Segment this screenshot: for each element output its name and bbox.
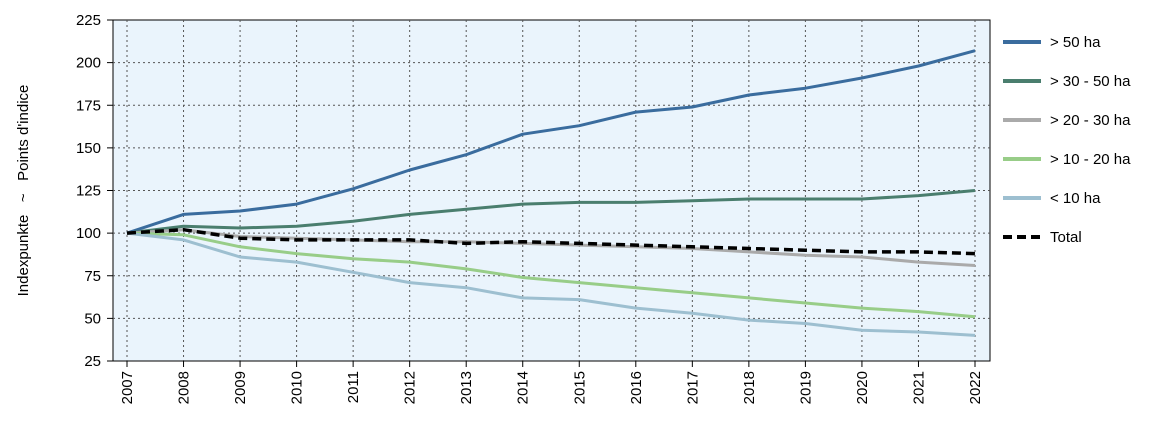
x-tick-label: 2018 bbox=[741, 371, 758, 404]
series-line bbox=[126, 231, 976, 319]
x-tick-label: 2014 bbox=[515, 371, 532, 404]
x-tick-label: 2015 bbox=[571, 371, 588, 404]
axes: 25 50 75 100 125 150 175 200 225 2007 2008 2009 2010… bbox=[76, 12, 984, 404]
grid-lines bbox=[113, 20, 990, 361]
series-line bbox=[126, 49, 976, 235]
x-tick-label: 2019 bbox=[797, 371, 814, 404]
y-tick-label: 200 bbox=[76, 55, 101, 72]
x-tick-label: 2022 bbox=[967, 371, 984, 404]
legend-label: > 50 ha bbox=[1050, 34, 1101, 51]
series-line bbox=[126, 231, 976, 337]
x-tick-label: 2007 bbox=[119, 371, 136, 404]
x-tick-label: 2021 bbox=[910, 371, 927, 404]
x-tick-label: 2017 bbox=[684, 371, 701, 404]
y-tick-label: 75 bbox=[84, 268, 101, 285]
x-tick-label: 2011 bbox=[345, 371, 362, 403]
legend-label: > 20 - 30 ha bbox=[1050, 112, 1131, 129]
x-tick-label: 2010 bbox=[289, 371, 306, 404]
y-tick-label: 50 bbox=[84, 310, 101, 327]
x-tick-label: 2013 bbox=[458, 371, 475, 404]
y-tick-label: 100 bbox=[76, 225, 101, 242]
x-tick-label: 2016 bbox=[628, 371, 645, 404]
legend-label: Total bbox=[1050, 229, 1082, 246]
legend-label: < 10 ha bbox=[1050, 190, 1101, 207]
legend-label: > 10 - 20 ha bbox=[1050, 151, 1131, 168]
series-lines bbox=[126, 49, 976, 337]
x-tick-label: 2009 bbox=[232, 371, 249, 404]
x-tick-label: 2020 bbox=[854, 371, 871, 404]
y-tick-label: 150 bbox=[76, 140, 101, 157]
y-tick-label: 25 bbox=[84, 353, 101, 370]
y-tick-label: 125 bbox=[76, 183, 101, 200]
series-line bbox=[126, 227, 976, 256]
x-tick-label: 2008 bbox=[176, 371, 193, 404]
legend: > 50 ha > 30 - 50 ha > 20 - 30 ha > 10 - 20… bbox=[1003, 34, 1131, 246]
x-tick-label: 2012 bbox=[402, 371, 419, 404]
y-tick-label: 225 bbox=[76, 12, 101, 29]
legend-label: > 30 - 50 ha bbox=[1050, 73, 1131, 90]
y-axis-label: Indexpunkte ~ Points d'indice bbox=[15, 85, 32, 297]
series-line bbox=[126, 189, 976, 235]
y-tick-label: 175 bbox=[76, 97, 101, 114]
